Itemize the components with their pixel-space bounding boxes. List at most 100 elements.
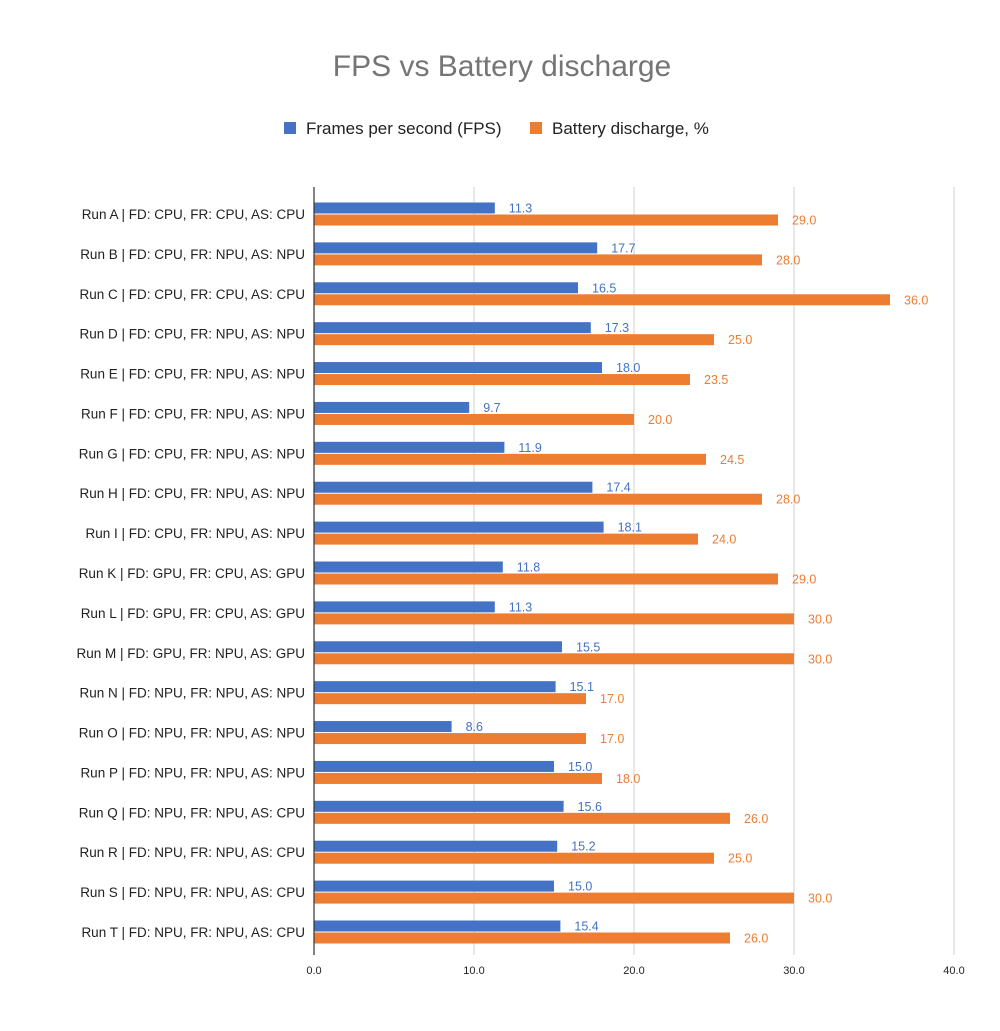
battery-bar xyxy=(314,573,778,585)
battery-bar xyxy=(314,533,698,545)
category-label: Run E | FD: CPU, FR: NPU, AS: NPU xyxy=(80,367,305,382)
fps-value-label: 16.5 xyxy=(592,281,616,295)
battery-value-label: 23.5 xyxy=(704,373,728,387)
bars xyxy=(313,187,890,955)
category-label: Run A | FD: CPU, FR: CPU, AS: CPU xyxy=(82,207,305,222)
legend-label-fps: Frames per second (FPS) xyxy=(306,119,502,138)
fps-bar xyxy=(314,441,505,453)
x-tick-label: 10.0 xyxy=(463,965,484,977)
fps-value-label: 15.2 xyxy=(571,840,595,854)
fps-bar xyxy=(314,681,556,693)
x-tick-label: 0.0 xyxy=(306,965,321,977)
fps-value-label: 17.4 xyxy=(606,481,630,495)
chart-title: FPS vs Battery discharge xyxy=(333,50,671,83)
battery-value-label: 26.0 xyxy=(744,812,768,826)
fps-value-label: 8.6 xyxy=(466,720,483,734)
battery-value-label: 17.0 xyxy=(600,732,624,746)
battery-bar xyxy=(314,812,730,824)
legend-swatch-fps xyxy=(284,122,296,134)
battery-bar xyxy=(314,493,762,505)
fps-value-label: 18.0 xyxy=(616,361,640,375)
category-label: Run S | FD: NPU, FR: NPU, AS: CPU xyxy=(80,885,305,900)
fps-bar xyxy=(314,800,564,812)
x-tick-label: 30.0 xyxy=(783,965,804,977)
fps-value-label: 11.3 xyxy=(509,600,532,614)
battery-value-label: 29.0 xyxy=(792,214,816,228)
battery-bar xyxy=(314,374,690,386)
fps-value-label: 11.8 xyxy=(517,561,540,575)
fps-bar xyxy=(314,282,578,294)
fps-bar xyxy=(314,242,598,254)
fps-value-label: 11.9 xyxy=(518,441,541,455)
category-label: Run B | FD: CPU, FR: NPU, AS: NPU xyxy=(80,247,305,262)
category-label: Run P | FD: NPU, FR: NPU, AS: NPU xyxy=(80,765,305,780)
battery-value-label: 25.0 xyxy=(728,333,752,347)
category-label: Run D | FD: CPU, FR: NPU, AS: NPU xyxy=(79,327,305,342)
battery-bar xyxy=(314,892,794,904)
battery-value-label: 28.0 xyxy=(776,493,800,507)
category-label: Run I | FD: CPU, FR: NPU, AS: NPU xyxy=(85,526,305,541)
battery-bar xyxy=(314,214,778,226)
battery-bar xyxy=(314,693,586,705)
category-label: Run N | FD: NPU, FR: NPU, AS: NPU xyxy=(79,686,305,701)
battery-value-label: 24.5 xyxy=(720,453,744,467)
category-label: Run Q | FD: NPU, FR: NPU, AS: CPU xyxy=(79,805,305,820)
labels: 0.0 10.0 20.0 30.0 40.0 Run A | FD: CPU, FR: … xyxy=(76,202,964,978)
category-label: Run R | FD: NPU, FR: NPU, AS: CPU xyxy=(79,845,305,860)
battery-bar xyxy=(314,653,794,665)
fps-bar xyxy=(314,401,470,413)
battery-value-label: 20.0 xyxy=(648,413,672,427)
x-tick-label: 20.0 xyxy=(623,965,644,977)
fps-value-label: 18.1 xyxy=(618,521,642,535)
category-label: Run K | FD: GPU, FR: CPU, AS: GPU xyxy=(79,566,305,581)
battery-value-label: 30.0 xyxy=(808,892,832,906)
fps-bar xyxy=(314,362,602,374)
battery-value-label: 24.0 xyxy=(712,533,736,547)
fps-bar xyxy=(314,641,562,653)
category-label: Run H | FD: CPU, FR: NPU, AS: NPU xyxy=(79,486,305,501)
category-label: Run G | FD: CPU, FR: NPU, AS: NPU xyxy=(79,446,305,461)
legend-label-battery: Battery discharge, % xyxy=(552,119,709,138)
fps-bar xyxy=(314,601,495,613)
fps-bar xyxy=(314,760,554,772)
fps-value-label: 15.0 xyxy=(568,760,592,774)
battery-bar xyxy=(314,852,714,864)
category-label: Run C | FD: CPU, FR: CPU, AS: CPU xyxy=(79,287,305,302)
fps-bar xyxy=(314,721,452,733)
battery-bar xyxy=(314,453,706,465)
fps-bar xyxy=(314,880,554,892)
category-label: Run M | FD: GPU, FR: NPU, AS: GPU xyxy=(76,646,305,661)
fps-value-label: 17.7 xyxy=(611,241,635,255)
fps-value-label: 9.7 xyxy=(483,401,500,415)
fps-value-label: 17.3 xyxy=(605,321,629,335)
battery-bar xyxy=(314,613,794,625)
category-label: Run L | FD: GPU, FR: CPU, AS: GPU xyxy=(81,606,305,621)
battery-bar xyxy=(314,294,890,306)
fps-bar xyxy=(314,202,495,214)
fps-value-label: 15.0 xyxy=(568,880,592,894)
battery-value-label: 26.0 xyxy=(744,932,768,946)
battery-value-label: 17.0 xyxy=(600,692,624,706)
category-label: Run T | FD: NPU, FR: NPU, AS: CPU xyxy=(81,925,305,940)
battery-bar xyxy=(314,334,714,346)
battery-value-label: 18.0 xyxy=(616,772,640,786)
fps-bar xyxy=(314,561,503,573)
battery-bar xyxy=(314,413,634,425)
battery-value-label: 30.0 xyxy=(808,612,832,626)
legend: Frames per second (FPS) Battery discharg… xyxy=(284,119,709,138)
category-label: Run F | FD: CPU, FR: NPU, AS: NPU xyxy=(81,406,305,421)
category-label: Run O | FD: NPU, FR: NPU, AS: NPU xyxy=(79,726,305,741)
fps-value-label: 15.6 xyxy=(578,800,602,814)
fps-value-label: 11.3 xyxy=(509,202,532,216)
fps-value-label: 15.1 xyxy=(570,680,594,694)
battery-bar xyxy=(314,772,602,784)
battery-value-label: 25.0 xyxy=(728,852,752,866)
fps-bar xyxy=(314,322,591,334)
x-tick-label: 40.0 xyxy=(943,965,964,977)
battery-value-label: 28.0 xyxy=(776,253,800,267)
battery-value-label: 30.0 xyxy=(808,652,832,666)
battery-value-label: 29.0 xyxy=(792,573,816,587)
fps-value-label: 15.5 xyxy=(576,640,600,654)
fps-bar xyxy=(314,840,558,852)
